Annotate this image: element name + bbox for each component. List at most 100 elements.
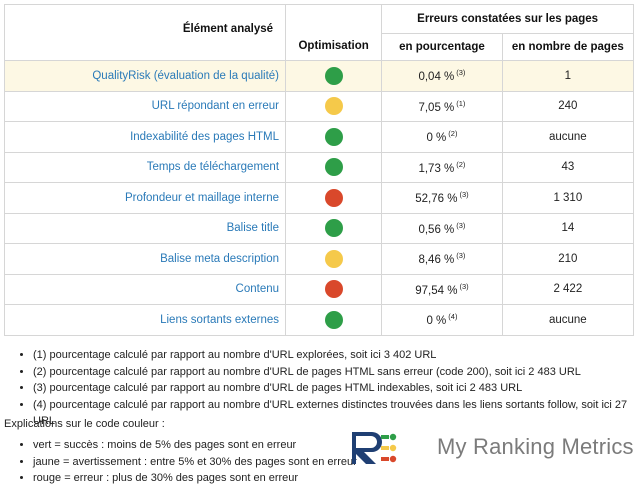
percent-value: 8,46 %	[418, 254, 455, 267]
count-cell: 14	[501, 212, 635, 244]
percent-value: 0 %	[426, 315, 447, 328]
element-link[interactable]: Temps de téléchargement	[146, 161, 280, 174]
footnote-ref: (2)	[448, 129, 458, 139]
header-optimisation: Optimisation	[285, 4, 383, 61]
status-dot-green-icon	[324, 127, 343, 146]
status-cell	[285, 182, 383, 214]
legend-red: rouge = erreur : plus de 30% des pages s…	[33, 470, 357, 487]
legend-title: Explications sur le code couleur :	[4, 418, 165, 430]
footnote-ref: (4)	[448, 312, 458, 322]
element-cell: Temps de téléchargement	[3, 151, 287, 183]
percent-cell: 0,56 % (3)	[381, 212, 503, 244]
element-link[interactable]: Indexabilité des pages HTML	[130, 130, 280, 143]
status-dot-green-icon	[324, 310, 343, 329]
percent-value: 7,05 %	[418, 101, 455, 114]
footnote-ref: (3)	[456, 68, 466, 78]
element-link[interactable]: Liens sortants externes	[160, 313, 280, 326]
footnote-ref: (3)	[456, 251, 466, 261]
status-cell	[285, 121, 383, 153]
percent-cell: 1,73 % (2)	[381, 151, 503, 183]
status-cell	[285, 212, 383, 244]
element-cell: Balise meta description	[3, 243, 287, 275]
percent-value: 52,76 %	[415, 193, 458, 206]
percent-cell: 0,04 % (3)	[381, 60, 503, 92]
table-row: Contenu 97,54 % (3) 2 422	[3, 273, 635, 305]
element-link[interactable]: URL répondant en erreur	[151, 100, 280, 113]
percent-cell: 97,54 % (3)	[381, 273, 503, 305]
status-cell	[285, 273, 383, 305]
status-cell	[285, 90, 383, 122]
status-dot-green-icon	[324, 219, 343, 238]
element-link[interactable]: Balise title	[226, 222, 280, 235]
header-element-analyse: Élément analysé	[3, 4, 287, 61]
brand-logo-icon	[352, 432, 397, 464]
count-cell: aucune	[501, 304, 635, 336]
status-cell	[285, 243, 383, 275]
percent-cell: 52,76 % (3)	[381, 182, 503, 214]
percent-value: 97,54 %	[415, 284, 458, 297]
element-cell: Indexabilité des pages HTML	[3, 121, 287, 153]
percent-value: 0 %	[426, 132, 447, 145]
table-row: Balise meta description 8,46 % (3) 210	[3, 243, 635, 275]
count-cell: 240	[501, 90, 635, 122]
count-cell: 2 422	[501, 273, 635, 305]
percent-cell: 8,46 % (3)	[381, 243, 503, 275]
element-cell: Balise title	[3, 212, 287, 244]
header-element-label: Élément analysé	[182, 22, 274, 35]
status-dot-yellow-icon	[324, 97, 343, 116]
audit-table: Élément analysé Optimisation Erreurs con…	[3, 4, 635, 336]
table-row: Liens sortants externes 0 % (4) aucune	[3, 304, 635, 336]
element-link[interactable]: Balise meta description	[160, 252, 280, 265]
element-link[interactable]: Contenu	[235, 283, 280, 296]
brand-name: My Ranking Metrics	[437, 434, 634, 459]
percent-value: 0,04 %	[418, 71, 455, 84]
count-cell: 1	[501, 60, 635, 92]
status-dot-green-icon	[324, 66, 343, 85]
footnotes-list: (1) pourcentage calculé par rapport au n…	[19, 347, 640, 430]
percent-cell: 0 % (2)	[381, 121, 503, 153]
footnote-ref: (2)	[456, 159, 466, 169]
count-cell: 43	[501, 151, 635, 183]
element-cell: Profondeur et maillage interne	[3, 182, 287, 214]
legend-yellow: jaune = avertissement : entre 5% et 30% …	[33, 454, 357, 471]
element-cell: QualityRisk (évaluation de la qualité)	[3, 60, 287, 92]
percent-value: 0,56 %	[418, 223, 455, 236]
percent-value: 1,73 %	[418, 162, 455, 175]
status-dot-red-icon	[324, 188, 343, 207]
status-dot-yellow-icon	[324, 249, 343, 268]
status-cell	[285, 60, 383, 92]
element-link[interactable]: QualityRisk (évaluation de la qualité)	[92, 69, 280, 82]
footnote-ref: (3)	[456, 220, 466, 230]
status-dot-red-icon	[324, 280, 343, 299]
footnote-1: (1) pourcentage calculé par rapport au n…	[33, 347, 640, 364]
footnote-3: (3) pourcentage calculé par rapport au n…	[33, 380, 640, 397]
table-row: Balise title 0,56 % (3) 14	[3, 212, 635, 244]
element-cell: Contenu	[3, 273, 287, 305]
table-row: Indexabilité des pages HTML 0 % (2) aucune	[3, 121, 635, 153]
footnote-ref: (1)	[456, 98, 466, 108]
header-errors-group: Erreurs constatées sur les pages	[381, 4, 634, 34]
table-row: Profondeur et maillage interne 52,76 % (3)…	[3, 182, 635, 214]
footnote-ref: (3)	[459, 190, 469, 200]
legend-green: vert = succès : moins de 5% des pages so…	[33, 437, 357, 454]
element-cell: Liens sortants externes	[3, 304, 287, 336]
footnote-4: (4) pourcentage calculé par rapport au n…	[33, 397, 640, 430]
percent-cell: 7,05 % (1)	[381, 90, 503, 122]
footnote-ref: (3)	[459, 281, 469, 291]
count-cell: 1 310	[501, 182, 635, 214]
percent-cell: 0 % (4)	[381, 304, 503, 336]
footnote-2: (2) pourcentage calculé par rapport au n…	[33, 364, 640, 381]
element-link[interactable]: Profondeur et maillage interne	[124, 191, 280, 204]
header-percent: en pourcentage	[381, 33, 503, 61]
color-legend-list: vert = succès : moins de 5% des pages so…	[19, 437, 357, 487]
status-cell	[285, 304, 383, 336]
status-dot-green-icon	[324, 158, 343, 177]
status-cell	[285, 151, 383, 183]
table-row: QualityRisk (évaluation de la qualité) 0,…	[3, 60, 635, 92]
element-cell: URL répondant en erreur	[3, 90, 287, 122]
count-cell: aucune	[501, 121, 635, 153]
count-cell: 210	[501, 243, 635, 275]
header-count: en nombre de pages	[501, 33, 635, 61]
table-row: URL répondant en erreur 7,05 % (1) 240	[3, 90, 635, 122]
table-row: Temps de téléchargement 1,73 % (2) 43	[3, 151, 635, 183]
